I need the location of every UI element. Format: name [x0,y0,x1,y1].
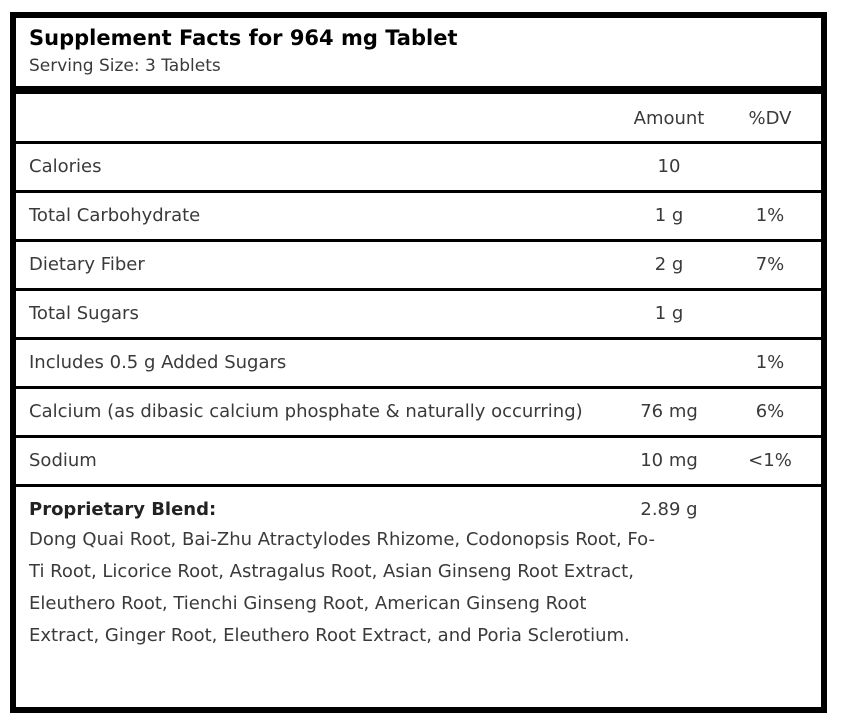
label-header: Supplement Facts for 964 mg Tablet Servi… [16,18,821,86]
proprietary-blend-dv [719,486,821,523]
table-row-proprietary-blend: Proprietary Blend: 2.89 g [16,486,821,523]
nutrient-dv: 1% [719,338,821,389]
nutrient-dv [719,142,821,193]
nutrient-name: Sodium [16,436,619,487]
nutrient-dv [719,289,821,340]
table-row-calories: Calories 10 [16,142,821,193]
proprietary-blend-amount: 2.89 g [640,499,698,520]
table-row-blend-ingredients: Dong Quai Root, Bai-Zhu Atractylodes Rhi… [16,522,821,660]
table-row-total-sugars: Total Sugars 1 g [16,289,821,340]
nutrient-dv: <1% [719,436,821,487]
table-row-sodium: Sodium 10 mg <1% [16,436,821,487]
nutrient-name: Dietary Fiber [16,240,619,291]
proprietary-blend-label: Proprietary Blend: [29,499,217,520]
nutrient-amount: 2 g [619,240,719,291]
table-row-calcium: Calcium (as dibasic calcium phosphate & … [16,387,821,438]
facts-table: Amount %DV Calories 10 Total Carbohydrat… [16,94,821,660]
nutrient-dv: 1% [719,191,821,242]
column-header-amount: Amount [619,94,719,144]
nutrient-amount: 1 g [619,289,719,340]
blend-ingredients-text: Dong Quai Root, Bai-Zhu Atractylodes Rhi… [29,529,655,646]
nutrient-dv: 6% [719,387,821,438]
header-divider [16,86,821,94]
nutrient-amount [619,338,719,389]
nutrient-name: Calories [16,142,619,193]
serving-size-text: Serving Size: 3 Tablets [29,56,221,76]
supplement-facts-label: Supplement Facts for 964 mg Tablet Servi… [10,12,827,713]
nutrient-name: Includes 0.5 g Added Sugars [16,338,619,389]
table-row-total-carbohydrate: Total Carbohydrate 1 g 1% [16,191,821,242]
label-title: Supplement Facts for 964 mg Tablet [29,26,458,50]
column-header-row: Amount %DV [16,94,821,144]
table-row-added-sugars: Includes 0.5 g Added Sugars 1% [16,338,821,389]
nutrient-amount: 76 mg [619,387,719,438]
blend-ingredients-cell: Dong Quai Root, Bai-Zhu Atractylodes Rhi… [16,522,821,660]
column-header-spacer [16,94,619,144]
nutrient-name: Total Sugars [16,289,619,340]
table-row-dietary-fiber: Dietary Fiber 2 g 7% [16,240,821,291]
nutrient-amount: 10 mg [619,436,719,487]
nutrient-amount: 1 g [619,191,719,242]
column-header-dv: %DV [719,94,821,144]
blend-label-cell: Proprietary Blend: [16,486,619,523]
nutrient-amount: 10 [619,142,719,193]
nutrient-name: Calcium (as dibasic calcium phosphate & … [16,387,619,438]
nutrient-name: Total Carbohydrate [16,191,619,242]
nutrient-dv: 7% [719,240,821,291]
